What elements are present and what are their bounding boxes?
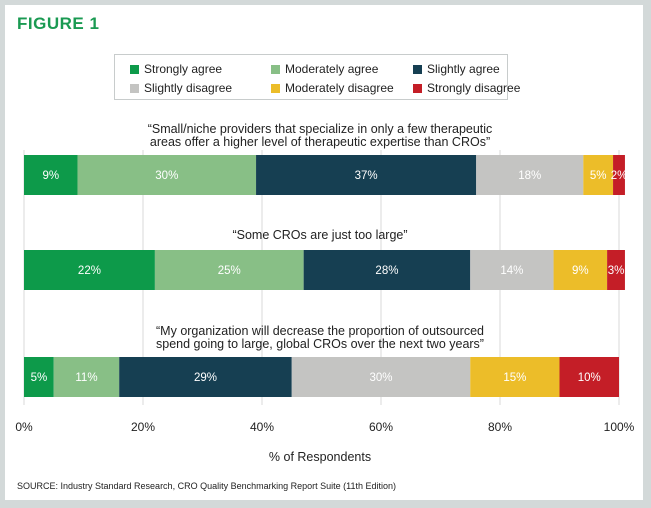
bar-segment-label: 3% — [608, 265, 625, 277]
bar-segment-label: 9% — [572, 265, 589, 277]
bar-segment — [24, 155, 78, 195]
bar-segment — [291, 357, 471, 397]
bar-segment — [470, 250, 554, 290]
legend-item-slightly-disagree: Slightly disagree — [130, 81, 232, 95]
bar-segment — [77, 155, 257, 195]
x-tick-label: 0% — [15, 420, 33, 434]
legend-swatch-moderately-agree — [271, 64, 280, 74]
bar-segment — [559, 357, 619, 397]
x-tick-label: 20% — [131, 420, 155, 434]
bar-segment-label: 14% — [500, 265, 523, 277]
bar-segment-label: 15% — [503, 372, 526, 384]
bar-segment — [119, 357, 292, 397]
question-line: spend going to large, global CROs over t… — [156, 337, 484, 351]
bar-segment-label: 5% — [590, 170, 607, 182]
bar-segment-label: 5% — [31, 372, 48, 384]
bar-segment — [476, 155, 584, 195]
bar-segment — [24, 357, 54, 397]
bar-segment — [53, 357, 120, 397]
bar-segment-label: 2% — [611, 170, 628, 182]
x-tick-label: 80% — [488, 420, 512, 434]
bar-segment-label: 9% — [42, 170, 59, 182]
legend-label: Strongly agree — [144, 62, 223, 76]
legend-label: Moderately disagree — [285, 81, 394, 95]
bar-segment — [303, 250, 471, 290]
bar-segment-label: 10% — [578, 372, 601, 384]
legend-swatch-strongly-agree — [130, 64, 139, 74]
bar-segment — [24, 250, 155, 290]
x-tick-label: 60% — [369, 420, 393, 434]
bar-segment — [470, 357, 560, 397]
legend-item-moderately-agree: Moderately agree — [271, 62, 378, 76]
legend-swatch-slightly-agree — [413, 64, 422, 74]
bar-segment — [553, 250, 608, 290]
x-tick-label: 40% — [250, 420, 274, 434]
question-line: areas offer a higher level of therapeuti… — [149, 135, 491, 149]
legend-label: Slightly agree — [427, 62, 500, 76]
bar-segment — [256, 155, 477, 195]
legend-label: Slightly disagree — [144, 81, 233, 95]
bar-segment-label: 30% — [369, 372, 392, 384]
bar-segment — [607, 250, 625, 290]
legend-swatch-slightly-disagree — [130, 83, 139, 93]
bar-segment-label: 11% — [75, 372, 97, 384]
figure-title: FIGURE 1 — [17, 14, 100, 33]
bar-segment-label: 30% — [155, 170, 178, 182]
legend-item-moderately-disagree: Moderately disagree — [271, 81, 394, 95]
legend-item-strongly-agree: Strongly agree — [130, 62, 222, 76]
question-label-2: “Some CROs are just too large” — [20, 229, 620, 242]
legend-label: Moderately agree — [285, 62, 379, 76]
bar-segment-label: 37% — [355, 170, 378, 182]
chart-legend: Strongly agree Moderately agree Slightly… — [114, 54, 520, 100]
legend-swatch-strongly-disagree — [413, 83, 422, 93]
source-note: SOURCE: Industry Standard Research, CRO … — [17, 481, 396, 491]
legend-item-slightly-agree: Slightly agree — [413, 62, 500, 76]
question-line: “My organization will decrease the propo… — [156, 324, 484, 338]
bar-segment-label: 29% — [194, 372, 217, 384]
bar-segment — [583, 155, 614, 195]
legend-label: Strongly disagree — [427, 81, 521, 95]
bar-segment — [613, 155, 625, 195]
legend-item-strongly-disagree: Strongly disagree — [413, 81, 520, 95]
bar-segment — [154, 250, 304, 290]
question-label-3: “My organization will decrease the propo… — [20, 325, 620, 351]
question-label-1: “Small/niche providers that specialize i… — [20, 123, 620, 149]
question-line: “Small/niche providers that specialize i… — [147, 122, 493, 136]
x-tick-label: 100% — [604, 420, 635, 434]
legend-swatch-moderately-disagree — [271, 83, 280, 93]
bar-segment-label: 25% — [218, 265, 241, 277]
x-axis-label: % of Respondents — [268, 450, 372, 464]
bar-segment-label: 22% — [78, 265, 101, 277]
bar-segment-label: 18% — [518, 170, 541, 182]
bar-segment-label: 28% — [375, 265, 398, 277]
question-line: “Some CROs are just too large” — [232, 228, 408, 242]
